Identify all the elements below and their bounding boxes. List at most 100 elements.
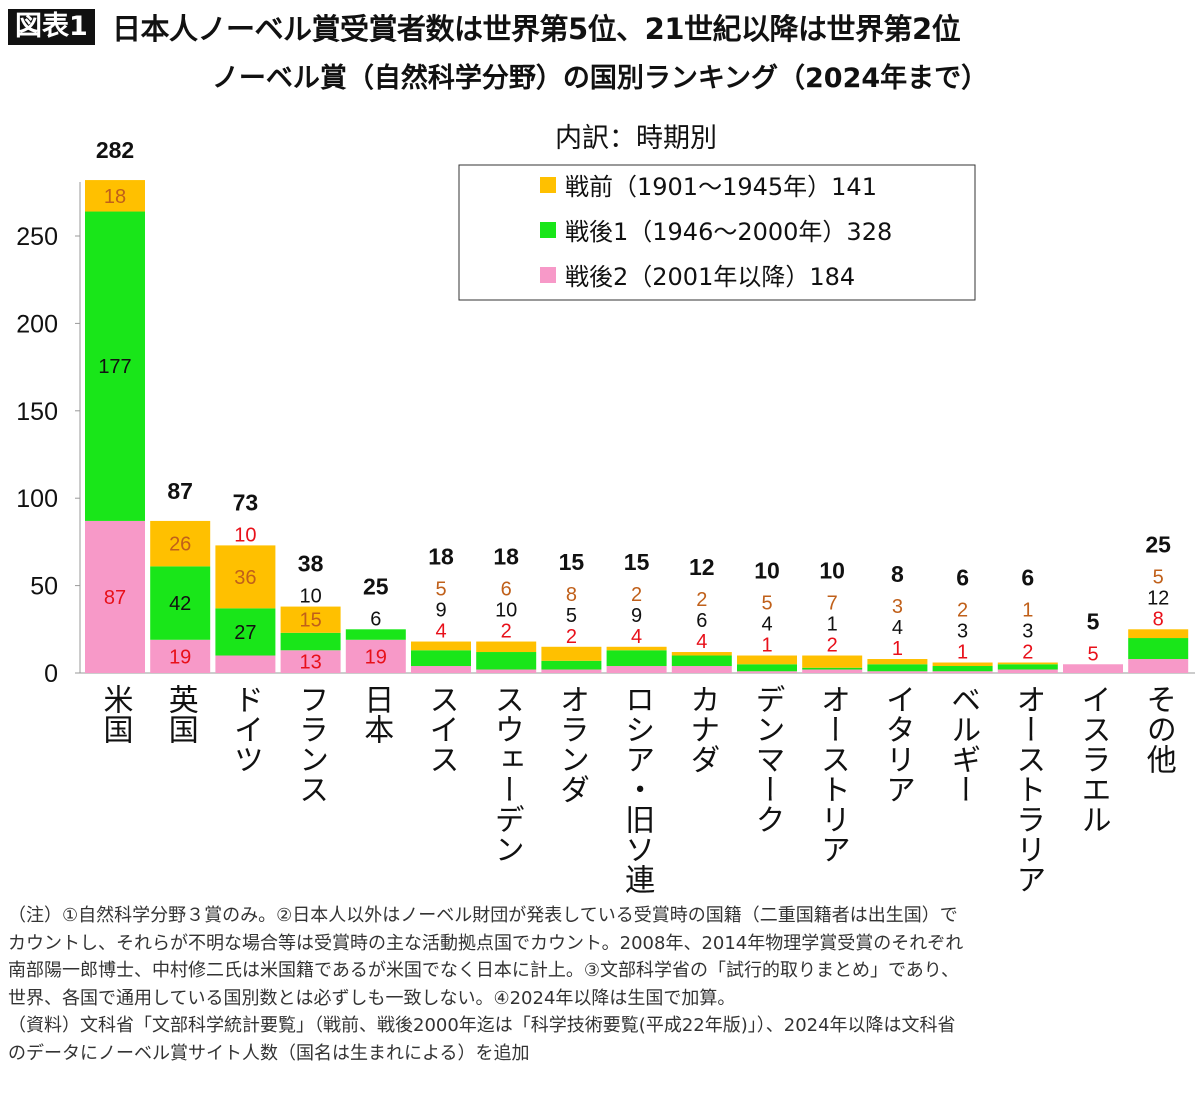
data-label: 15 (299, 610, 321, 632)
data-label: 26 (169, 534, 191, 556)
total-label: 15 (624, 549, 650, 575)
bar-segment (1128, 659, 1189, 673)
data-label: 4 (761, 614, 772, 636)
note-line: カウントし、それらが不明な場合等は受賞時の主な活動拠点国でカウント。2008年、… (8, 932, 964, 954)
y-tick-label: 50 (30, 573, 58, 601)
chart-title: ノーベル賞（自然科学分野）の国別ランキング（2024年まで） (211, 63, 989, 94)
y-tick-label: 200 (16, 310, 58, 338)
bar-segment (541, 660, 602, 670)
data-label: 8 (566, 584, 577, 606)
bar-segment (476, 652, 537, 670)
bar-segment (150, 639, 211, 673)
category-label: デンマーク (750, 684, 785, 834)
total-label: 12 (689, 554, 715, 580)
category-label: イタリア (880, 684, 915, 804)
bar-segment (476, 641, 537, 653)
data-label: 1 (892, 638, 903, 660)
bar-segment (737, 664, 797, 672)
total-label: 18 (493, 544, 519, 570)
legend-label: 戦前（1901〜1945年）141 (565, 173, 877, 201)
total-label: 8 (891, 561, 904, 587)
bar-segment (411, 666, 471, 673)
legend-label: 戦後2（2001年以降）184 (565, 263, 855, 291)
data-label: 36 (234, 567, 256, 589)
bar-segment (541, 669, 602, 673)
total-label: 10 (819, 558, 845, 584)
legend-swatch (540, 267, 556, 283)
data-label: 10 (495, 600, 517, 622)
bar-segment (932, 671, 993, 673)
bar-segment (802, 655, 863, 668)
bar-segment (345, 629, 406, 640)
bar-segment (215, 545, 276, 609)
bar-segment (85, 520, 145, 673)
bar-segment (411, 650, 471, 667)
category-label: 米国 (98, 684, 133, 744)
data-label: 4 (631, 626, 642, 648)
bar-segment (932, 666, 993, 672)
category-label: ベルギー (945, 684, 980, 804)
category-label: スウェーデン (489, 684, 524, 864)
bar-segment (1063, 664, 1123, 673)
bar-segment (867, 671, 928, 673)
bar-segment (671, 666, 732, 673)
data-label: 10 (299, 586, 321, 608)
bar-segment (997, 662, 1058, 665)
bar-segment (606, 646, 667, 651)
data-label: 5 (1153, 566, 1164, 588)
data-label: 4 (892, 617, 903, 639)
total-label: 6 (956, 565, 969, 591)
bar-segment (150, 566, 211, 640)
bar-segment (280, 650, 341, 673)
total-label: 38 (298, 551, 324, 577)
data-label: 19 (169, 646, 191, 668)
bar-segment (802, 669, 863, 673)
data-label: 2 (566, 626, 577, 648)
bar-segment (997, 669, 1058, 673)
data-label: 2 (827, 635, 838, 657)
note-line: 世界、各国で通用している国別数とは必ずしも一致しない。④2024年以降は生国で加… (8, 987, 736, 1009)
data-label: 1 (827, 614, 838, 636)
data-label: 1 (761, 635, 772, 657)
figure-badge: 図表1 (8, 9, 95, 45)
bar-segment (541, 646, 602, 661)
data-label: 12 (1147, 587, 1169, 609)
data-label: 27 (234, 622, 256, 644)
bar-segment (606, 666, 667, 673)
category-label: オーストリア (815, 684, 850, 864)
category-label: オーストラリア (1010, 684, 1045, 894)
data-label: 6 (501, 579, 512, 601)
data-label: 18 (104, 186, 126, 208)
data-label: 7 (827, 593, 838, 615)
total-label: 18 (428, 544, 454, 570)
data-label: 19 (365, 646, 387, 668)
bar-segment (606, 650, 667, 667)
data-label: 1 (957, 642, 968, 664)
legend-swatch (540, 177, 556, 193)
data-label: 4 (696, 631, 707, 653)
bar-segment (671, 652, 732, 656)
category-label: フランス (293, 684, 328, 804)
bar-segment (932, 662, 993, 667)
data-label: 13 (299, 652, 321, 674)
data-label: 6 (370, 608, 381, 630)
category-label: ドイツ (228, 684, 263, 774)
data-label: 5 (566, 605, 577, 627)
data-label: 2 (631, 584, 642, 606)
bar-segment (280, 632, 341, 651)
total-label: 25 (1145, 531, 1171, 557)
data-label: 2 (1022, 642, 1033, 664)
total-label: 5 (1087, 608, 1100, 634)
data-label: 9 (435, 600, 446, 622)
bar-segment (737, 655, 797, 665)
bar-segment (150, 520, 211, 567)
bar-segment (1128, 638, 1189, 660)
total-label: 87 (167, 478, 193, 504)
bar-segment (671, 655, 732, 667)
y-tick-label: 250 (16, 223, 58, 251)
y-tick-label: 100 (16, 485, 58, 513)
data-label: 8 (1153, 608, 1164, 630)
data-label: 2 (501, 621, 512, 643)
note-line: （資料）文科省「文部科学統計要覧」（戦前、戦後2000年迄は「科学技術要覧(平成… (8, 1015, 956, 1036)
bar-segment (411, 641, 471, 651)
